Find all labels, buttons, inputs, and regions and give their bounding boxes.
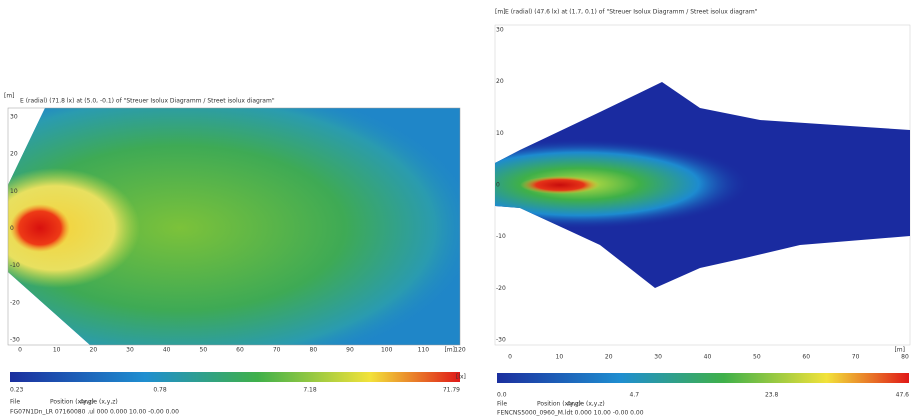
- y-tick-label: -20: [496, 285, 506, 292]
- x-tick-label: 70: [273, 347, 281, 354]
- x-tick-label: 10: [556, 354, 564, 361]
- axis-unit: [m]: [4, 93, 15, 100]
- footer-label: Angle (x,y,z): [80, 399, 118, 406]
- y-tick-label: 30: [496, 27, 504, 34]
- y-tick-label: 30: [10, 114, 18, 121]
- x-tick-label: 90: [346, 347, 354, 354]
- footer-label: File: [497, 401, 507, 408]
- x-tick-label: 50: [753, 354, 761, 361]
- x-tick-label: 10: [53, 347, 61, 354]
- x-tick-label: 80: [901, 354, 909, 361]
- y-tick-label: -20: [10, 299, 20, 306]
- x-tick-label: 30: [126, 347, 134, 354]
- y-tick-label: 20: [10, 151, 18, 158]
- y-tick-label: 0: [496, 182, 500, 189]
- y-tick-label: -30: [496, 337, 506, 344]
- axis-unit: [m]: [894, 347, 905, 354]
- x-tick-label: 80: [310, 347, 318, 354]
- x-tick-label: 50: [200, 347, 208, 354]
- x-tick-label: 100: [381, 347, 393, 354]
- x-tick-label: 110: [418, 347, 430, 354]
- x-tick-label: 20: [605, 354, 613, 361]
- panel-title: E (radial) (47.6 lx) at (1.7, 0.1) of "S…: [505, 9, 758, 16]
- y-tick-label: -10: [496, 233, 506, 240]
- axis-unit: [m]: [444, 347, 455, 354]
- scale-label: 0.0: [497, 392, 507, 399]
- x-tick-label: 60: [236, 347, 244, 354]
- x-tick-label: 30: [654, 354, 662, 361]
- left-heatmap: [7, 107, 461, 346]
- scale-label: 0.23: [10, 387, 24, 394]
- x-tick-label: 20: [90, 347, 98, 354]
- y-tick-label: -10: [10, 262, 20, 269]
- frame: [7, 107, 461, 346]
- panel-title: E (radial) (71.8 lx) at (5.0, -0.1) of "…: [20, 98, 275, 105]
- footer-label: Position (x,y,z): [537, 401, 581, 408]
- scale-unit: [lx]: [456, 374, 466, 381]
- scale-label: 4.7: [630, 392, 640, 399]
- x-tick-label: 0: [18, 347, 22, 354]
- footer-label: Angle (x,y,z): [567, 401, 605, 408]
- scale-label: 7.18: [303, 387, 317, 394]
- y-tick-label: 10: [496, 130, 504, 137]
- scale-label: 47.6: [896, 392, 910, 399]
- scale-label: 71.79: [443, 387, 460, 394]
- color-scale: [10, 372, 460, 382]
- color-scale: [497, 373, 909, 383]
- y-tick-label: -30: [10, 337, 20, 344]
- axis-unit: [m]: [495, 9, 506, 16]
- y-tick-label: 20: [496, 78, 504, 85]
- right-heatmap: [494, 24, 911, 346]
- footer-label: File: [10, 399, 20, 406]
- zone: [520, 176, 600, 194]
- x-tick-label: 70: [852, 354, 860, 361]
- file-line: FG07N1Dn_LR 07160080 .ul 000 0.000 10.00…: [10, 409, 179, 416]
- x-tick-label: 60: [802, 354, 810, 361]
- x-tick-label: 120: [454, 347, 466, 354]
- x-tick-label: 40: [163, 347, 171, 354]
- footer-label: Position (x,y,z): [50, 399, 94, 406]
- scale-label: 0.78: [153, 387, 167, 394]
- file-line: FENCNS5000_0960_M.ldt 0.000 10.00 -0.00 …: [497, 410, 644, 417]
- x-tick-label: 40: [704, 354, 712, 361]
- y-tick-label: 10: [10, 188, 18, 195]
- zone: [10, 204, 70, 252]
- scale-label: 23.8: [765, 392, 779, 399]
- y-tick-label: 0: [10, 225, 14, 232]
- x-tick-label: 0: [508, 354, 512, 361]
